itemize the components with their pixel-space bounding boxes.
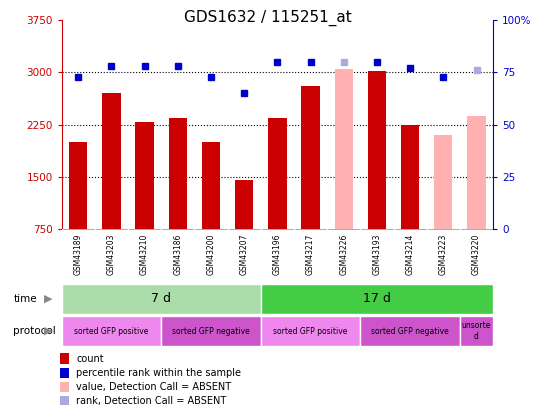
Bar (235, 180, 254, 229)
Text: unsorte
d: unsorte d (462, 322, 491, 341)
Text: GSM43217: GSM43217 (306, 233, 315, 275)
Text: sorted GFP positive: sorted GFP positive (273, 326, 348, 336)
Text: protocol: protocol (13, 326, 56, 336)
Bar (60, 354, 70, 364)
Bar (169, 117, 187, 229)
Text: ▶: ▶ (44, 326, 53, 336)
Bar (334, 69, 353, 229)
Bar (69, 142, 87, 229)
Text: GSM43196: GSM43196 (273, 233, 282, 275)
Text: GSM43193: GSM43193 (373, 233, 382, 275)
Bar (368, 71, 386, 229)
Bar (60, 368, 70, 378)
Text: sorted GFP negative: sorted GFP negative (172, 326, 250, 336)
Bar (401, 125, 419, 229)
Bar (136, 122, 154, 229)
Text: rank, Detection Call = ABSENT: rank, Detection Call = ABSENT (76, 396, 226, 405)
Bar (60, 382, 70, 392)
Text: count: count (76, 354, 104, 364)
Bar (460, 316, 493, 346)
Text: ▶: ▶ (44, 294, 53, 304)
Bar (261, 284, 493, 314)
Bar (202, 142, 220, 229)
Text: GSM43200: GSM43200 (206, 233, 215, 275)
Bar (360, 316, 460, 346)
Bar (261, 316, 360, 346)
Text: GSM43207: GSM43207 (240, 233, 249, 275)
Text: GSM43223: GSM43223 (439, 233, 448, 275)
Bar (161, 316, 261, 346)
Bar (268, 117, 287, 229)
Bar (60, 396, 70, 405)
Text: value, Detection Call = ABSENT: value, Detection Call = ABSENT (76, 382, 231, 392)
Text: percentile rank within the sample: percentile rank within the sample (76, 368, 241, 378)
Text: GSM43189: GSM43189 (74, 233, 83, 275)
Text: GSM43226: GSM43226 (339, 233, 348, 275)
Text: GSM43203: GSM43203 (107, 233, 116, 275)
Text: GDS1632 / 115251_at: GDS1632 / 115251_at (184, 10, 352, 26)
Text: 17 d: 17 d (363, 292, 391, 305)
Text: sorted GFP negative: sorted GFP negative (371, 326, 449, 336)
Bar (301, 86, 319, 229)
Text: sorted GFP positive: sorted GFP positive (75, 326, 148, 336)
Text: GSM43220: GSM43220 (472, 233, 481, 275)
Bar (467, 116, 486, 229)
Text: GSM43186: GSM43186 (173, 233, 182, 275)
Bar (62, 284, 261, 314)
Text: time: time (13, 294, 37, 304)
Bar (102, 93, 121, 229)
Text: 7 d: 7 d (151, 292, 171, 305)
Text: GSM43214: GSM43214 (406, 233, 415, 275)
Bar (62, 316, 161, 346)
Bar (434, 135, 452, 229)
Text: GSM43210: GSM43210 (140, 233, 149, 275)
